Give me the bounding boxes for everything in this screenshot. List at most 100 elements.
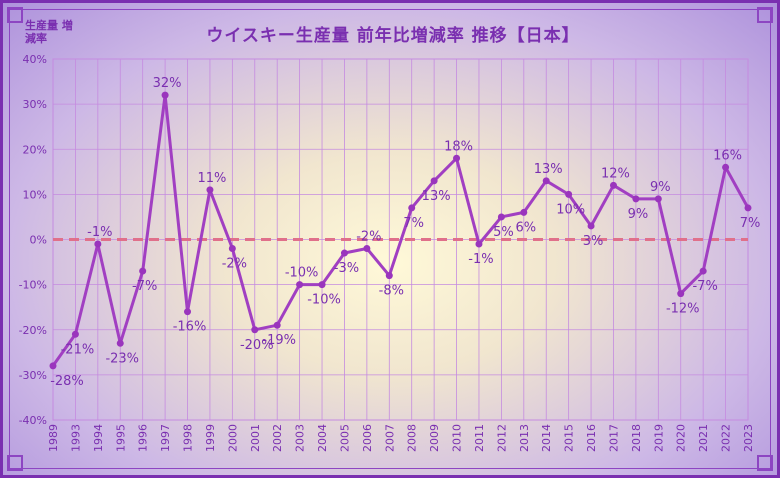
data-label: 3% bbox=[583, 234, 604, 249]
data-label: -28% bbox=[50, 374, 84, 389]
data-point bbox=[744, 204, 752, 212]
data-label: -1% bbox=[468, 252, 493, 267]
data-label: 16% bbox=[713, 148, 742, 163]
data-point bbox=[71, 330, 79, 338]
data-label: 5% bbox=[493, 225, 514, 240]
x-tick-label: 2019 bbox=[652, 424, 665, 452]
data-point bbox=[497, 213, 505, 221]
data-point bbox=[453, 154, 461, 162]
series-line-group bbox=[51, 93, 750, 367]
x-tick-label: 2022 bbox=[720, 424, 733, 452]
x-tick-label: 1999 bbox=[204, 424, 217, 452]
data-label: -23% bbox=[105, 351, 139, 366]
x-tick-label: 2005 bbox=[338, 424, 351, 452]
x-tick-label: 2021 bbox=[697, 424, 710, 452]
y-tick-label: 30% bbox=[23, 98, 47, 111]
data-label: 7% bbox=[403, 216, 424, 231]
data-point bbox=[520, 208, 528, 216]
data-point bbox=[677, 290, 685, 298]
y-tick-label: 40% bbox=[23, 53, 47, 66]
data-label: -21% bbox=[61, 342, 95, 357]
x-tick-label: 2016 bbox=[585, 424, 598, 452]
data-point bbox=[340, 249, 348, 257]
x-tick-label: 1996 bbox=[137, 424, 150, 452]
data-label: -8% bbox=[379, 284, 404, 299]
data-label: 13% bbox=[534, 162, 563, 177]
data-point bbox=[206, 186, 214, 194]
y-tick-label: -30% bbox=[19, 369, 47, 382]
data-point bbox=[565, 190, 573, 198]
data-label: -7% bbox=[692, 279, 717, 294]
data-point bbox=[363, 245, 371, 253]
data-label: -10% bbox=[307, 293, 341, 308]
data-point bbox=[587, 222, 595, 230]
y-tick-label: -20% bbox=[19, 324, 47, 337]
data-point bbox=[654, 195, 662, 203]
data-point bbox=[161, 91, 169, 99]
data-point bbox=[475, 240, 483, 248]
x-tick-label: 1998 bbox=[182, 424, 195, 452]
data-point bbox=[273, 321, 281, 329]
data-points bbox=[49, 91, 752, 370]
y-tick-labels: 40% 30% 20% 10% 0% -10% -20% -30% -40% bbox=[19, 53, 47, 427]
data-label: 6% bbox=[515, 220, 536, 235]
data-point bbox=[385, 272, 393, 280]
y-tick-label: 20% bbox=[23, 143, 47, 156]
data-point bbox=[94, 240, 102, 248]
corner-ornament-top-right bbox=[757, 7, 773, 23]
data-point bbox=[318, 281, 326, 289]
x-tick-label: 1995 bbox=[114, 424, 127, 452]
data-point bbox=[722, 163, 730, 171]
x-tick-label: 2015 bbox=[563, 424, 576, 452]
line-chart: 40%30%20%10%0%-10%-20%-30%-40% 1989 1993 1… bbox=[19, 53, 761, 452]
x-tick-label: 2009 bbox=[428, 424, 441, 452]
data-point bbox=[296, 281, 304, 289]
data-point bbox=[49, 362, 57, 370]
data-label: -2% bbox=[222, 257, 247, 272]
data-point bbox=[699, 267, 707, 275]
data-label: 13% bbox=[422, 189, 451, 204]
data-point bbox=[184, 308, 192, 316]
series-line bbox=[51, 93, 750, 367]
chart-title: ウイスキー生産量 前年比増減率 推移【日本】 bbox=[206, 26, 580, 46]
y-tick-label: 10% bbox=[23, 188, 47, 201]
x-tick-label: 2001 bbox=[249, 424, 262, 452]
x-tick-label: 1989 bbox=[47, 424, 60, 452]
data-point bbox=[408, 204, 416, 212]
x-tick-label: 2014 bbox=[540, 424, 553, 452]
data-label: 18% bbox=[444, 139, 473, 154]
data-point bbox=[542, 177, 550, 185]
data-point bbox=[116, 339, 124, 347]
data-point bbox=[139, 267, 147, 275]
x-tick-label: 2020 bbox=[675, 424, 688, 452]
data-label: 11% bbox=[197, 171, 226, 186]
x-tick-label: 2011 bbox=[473, 424, 486, 452]
x-tick-label: 2002 bbox=[271, 424, 284, 452]
data-point bbox=[430, 177, 438, 185]
data-label: 9% bbox=[650, 180, 671, 195]
data-label: -3% bbox=[334, 261, 359, 276]
corner-ornament-bottom-left bbox=[7, 455, 23, 471]
data-point bbox=[632, 195, 640, 203]
x-tick-label: 2008 bbox=[406, 424, 419, 452]
x-tick-label: 1994 bbox=[92, 424, 105, 452]
x-tick-label: 1997 bbox=[159, 424, 172, 452]
data-label: -20% bbox=[240, 338, 274, 353]
x-tick-label: 2010 bbox=[451, 424, 464, 452]
y-axis-label: 生産量 増減率 bbox=[25, 19, 73, 45]
data-label: -12% bbox=[666, 302, 700, 317]
x-tick-label: 2007 bbox=[383, 424, 396, 452]
x-tick-label: 2000 bbox=[226, 424, 239, 452]
data-point bbox=[228, 245, 236, 253]
data-labels: -28% -21% -1% -23% -7% 32% -16% 11% -2% -20%-19% -… bbox=[50, 76, 760, 389]
data-label: 9% bbox=[628, 207, 649, 222]
x-tick-label: 2006 bbox=[361, 424, 374, 452]
data-label: 10% bbox=[556, 202, 585, 217]
data-label: 12% bbox=[601, 166, 630, 181]
x-tick-label: 2004 bbox=[316, 424, 329, 452]
data-label: -10% bbox=[285, 266, 319, 281]
x-tick-label: 2003 bbox=[294, 424, 307, 452]
data-label: 32% bbox=[153, 76, 182, 91]
x-tick-labels: 1989 1993 1994 1995 1996 1997 1998 1999 2000 2001… bbox=[47, 424, 755, 452]
